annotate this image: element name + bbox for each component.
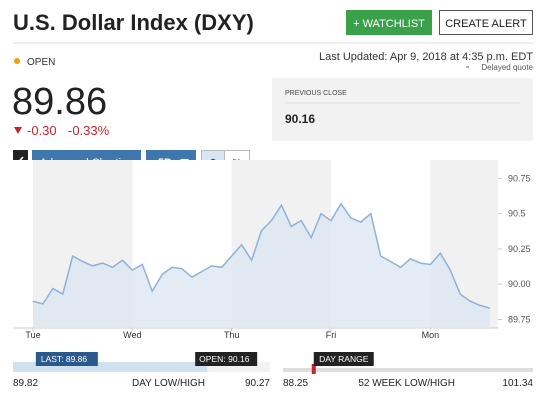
alert-button[interactable]: [439, 10, 533, 35]
week-track: [283, 368, 533, 372]
x-tick-label: Fri: [326, 330, 337, 340]
x-tick-label: Mon: [422, 330, 440, 340]
y-tick-label: 90.25: [508, 244, 531, 254]
week-label: 52 WEEK LOW/HIGH: [358, 378, 455, 389]
ranges: LAST: 89.86 OPEN: 90.16 89.82 DAY LOW/HIGH 90.…: [13, 352, 533, 389]
change: -0.30: [27, 123, 57, 138]
y-tick-label: 90.5: [508, 209, 526, 219]
y-tick-label: 90.00: [508, 279, 531, 289]
y-tick-label: 90.75: [508, 173, 531, 183]
last-updated: Last Updated: Apr 9, 2018 at 4:35 p.m. E…: [319, 51, 533, 63]
last-label: LAST:: [41, 354, 64, 364]
price-line: [32, 202, 491, 309]
day-high: 90.27: [245, 378, 270, 389]
title: U.S. Dollar Index (DXY): [13, 10, 254, 35]
x-tick-label: Wed: [123, 330, 141, 340]
range-tag: [313, 352, 374, 366]
day-label: DAY LOW/HIGH: [132, 378, 205, 389]
week-high: 101.34: [502, 378, 533, 389]
open-value: 90.16: [228, 354, 250, 364]
x-tick-label: Thu: [224, 330, 240, 340]
delay-note: Delayed quote: [481, 63, 533, 72]
watchlist-label[interactable]: + WATCHLIST: [353, 18, 425, 30]
last-tag: [35, 352, 98, 366]
change-percent: -0.33%: [68, 123, 110, 138]
day-fill: [13, 362, 208, 372]
previous-close-box: [272, 78, 533, 141]
sun-icon: [14, 58, 20, 64]
open-tag: [195, 352, 258, 366]
chart: 89.75 90.00 90.25 90.5 90.75 Tue Wed Thu Fri Mon: [13, 160, 531, 340]
y-tick-label: 89.75: [508, 315, 531, 325]
down-arrow: [14, 127, 22, 134]
previous-close-value: 90.16: [285, 112, 315, 126]
market-state: OPEN: [27, 57, 55, 68]
open-label: OPEN:: [199, 354, 225, 364]
range-tag-label: DAY RANGE: [319, 354, 369, 364]
week-low: 88.25: [283, 378, 308, 389]
price: 89.86: [12, 81, 107, 123]
last-value: 89.86: [66, 354, 88, 364]
x-tick-label: Tue: [25, 330, 40, 340]
alert-label[interactable]: CREATE ALERT: [445, 18, 527, 30]
watchlist-button[interactable]: [346, 10, 432, 35]
day-low: 89.82: [13, 378, 38, 389]
previous-close-label: PREVIOUS CLOSE: [285, 90, 347, 97]
week-marker: [311, 364, 316, 374]
